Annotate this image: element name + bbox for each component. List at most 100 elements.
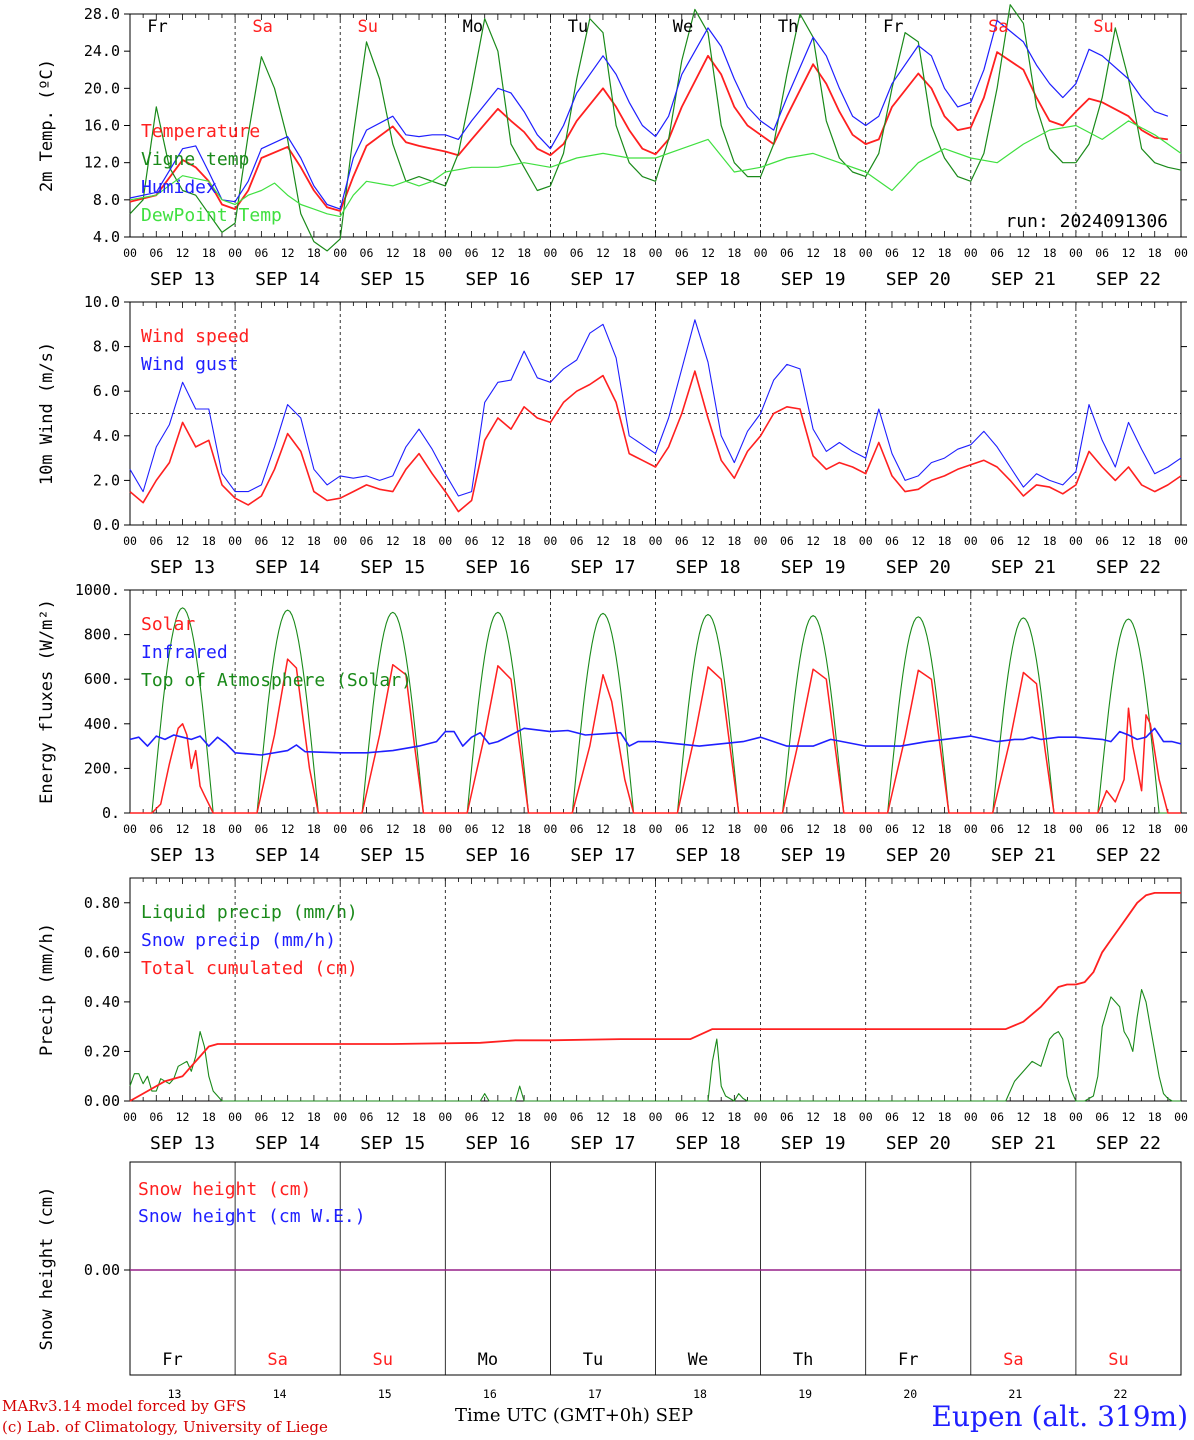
series-line: [129, 988, 1181, 1102]
date-label: SEP 18: [676, 269, 741, 290]
day-number-label: 19: [798, 1387, 812, 1401]
hour-label: 12: [176, 822, 190, 836]
date-label: SEP 20: [886, 557, 951, 578]
date-label: SEP 15: [360, 845, 425, 866]
hour-label: 06: [570, 246, 584, 260]
hour-label: 18: [202, 534, 216, 548]
hour-label: 18: [412, 1110, 426, 1124]
hour-label: 00: [123, 1110, 137, 1124]
hour-label: 06: [990, 1110, 1004, 1124]
date-label: SEP 14: [255, 1133, 320, 1154]
hour-label: 12: [491, 534, 505, 548]
hour-label: 00: [438, 822, 452, 836]
weekday-label: Mo: [478, 1350, 498, 1370]
hour-label: 06: [465, 1110, 479, 1124]
hour-label: 00: [333, 246, 347, 260]
hour-label: 12: [386, 534, 400, 548]
date-label: SEP 19: [781, 269, 846, 290]
hour-label: 06: [149, 822, 163, 836]
hour-label: 00: [228, 534, 242, 548]
hour-label: 00: [859, 1110, 873, 1124]
hour-label: 00: [859, 534, 873, 548]
date-label: SEP 17: [570, 269, 635, 290]
series-line: [129, 319, 1182, 497]
hour-label: 12: [386, 246, 400, 260]
hour-label: 18: [622, 534, 636, 548]
series-line: [129, 727, 1182, 756]
hour-label: 06: [780, 246, 794, 260]
hour-label: 06: [465, 822, 479, 836]
hour-label: 06: [254, 534, 268, 548]
hour-label: 12: [176, 1110, 190, 1124]
hour-label: 18: [1148, 1110, 1162, 1124]
weekday-label: Sa: [988, 17, 1008, 37]
hour-label: 12: [491, 1110, 505, 1124]
hour-label: 00: [333, 822, 347, 836]
date-label: SEP 17: [570, 1133, 635, 1154]
hour-label: 18: [622, 822, 636, 836]
hour-label: 00: [964, 1110, 978, 1124]
hour-label: 18: [727, 822, 741, 836]
weekday-label: Tu: [568, 17, 588, 37]
hour-label: 00: [1174, 1110, 1188, 1124]
hour-label: 00: [964, 822, 978, 836]
hour-label: 18: [1043, 1110, 1057, 1124]
series-line: [129, 892, 1181, 1102]
y-axis-label: 10m Wind (m/s): [37, 342, 57, 485]
hour-label: 06: [1095, 534, 1109, 548]
hour-label: 18: [1043, 246, 1057, 260]
hour-label: 12: [701, 534, 715, 548]
weekday-label: Fr: [147, 17, 167, 37]
legend-entry: Infrared: [141, 642, 228, 663]
lab-credit: (c) Lab. of Climatology, University of L…: [2, 1418, 328, 1436]
day-number-label: 20: [903, 1387, 917, 1401]
hour-label: 18: [622, 1110, 636, 1124]
hour-label: 06: [885, 1110, 899, 1124]
legend-entry: Wind gust: [141, 354, 239, 375]
y-axis-label: Energy fluxes (W/m²): [37, 599, 57, 804]
hour-label: 06: [780, 822, 794, 836]
hour-label: 00: [1174, 822, 1188, 836]
legend-entry: Solar: [141, 614, 195, 635]
hour-label: 12: [596, 246, 610, 260]
hour-label: 18: [1043, 534, 1057, 548]
y-tick-label: 28.0: [84, 5, 120, 23]
y-tick-label: 12.0: [84, 154, 120, 172]
hour-label: 06: [465, 246, 479, 260]
hour-label: 00: [333, 534, 347, 548]
day-number-label: 15: [378, 1387, 392, 1401]
day-number-label: 16: [483, 1387, 497, 1401]
hour-label: 00: [649, 1110, 663, 1124]
hour-label: 00: [754, 246, 768, 260]
hour-label: 06: [675, 534, 689, 548]
series-line: [129, 4, 1182, 252]
y-tick-label: 0.00: [84, 1092, 120, 1110]
hour-label: 00: [859, 246, 873, 260]
hour-label: 06: [254, 822, 268, 836]
date-label: SEP 21: [991, 557, 1056, 578]
date-label: SEP 18: [676, 1133, 741, 1154]
hour-label: 06: [885, 246, 899, 260]
hour-label: 00: [1069, 822, 1083, 836]
hour-label: 06: [780, 1110, 794, 1124]
model-credit: MARv3.14 model forced by GFS: [2, 1397, 247, 1415]
date-label: SEP 22: [1096, 557, 1161, 578]
hour-label: 06: [149, 534, 163, 548]
hour-label: 18: [202, 822, 216, 836]
y-tick-label: 24.0: [84, 42, 120, 60]
hour-label: 00: [964, 534, 978, 548]
plot-frame: [129, 589, 1182, 814]
y-axis-label: Snow height (cm): [37, 1187, 57, 1351]
hour-label: 18: [202, 1110, 216, 1124]
day-number-label: 18: [693, 1387, 707, 1401]
hour-label: 00: [964, 246, 978, 260]
hour-label: 12: [281, 246, 295, 260]
hour-label: 12: [701, 246, 715, 260]
hour-label: 00: [754, 1110, 768, 1124]
legend-entry: Total cumulated (cm): [141, 958, 358, 979]
day-number-label: 21: [1008, 1387, 1022, 1401]
hour-label: 18: [1148, 822, 1162, 836]
hour-label: 18: [832, 246, 846, 260]
date-label: SEP 16: [465, 557, 530, 578]
hour-label: 12: [491, 822, 505, 836]
